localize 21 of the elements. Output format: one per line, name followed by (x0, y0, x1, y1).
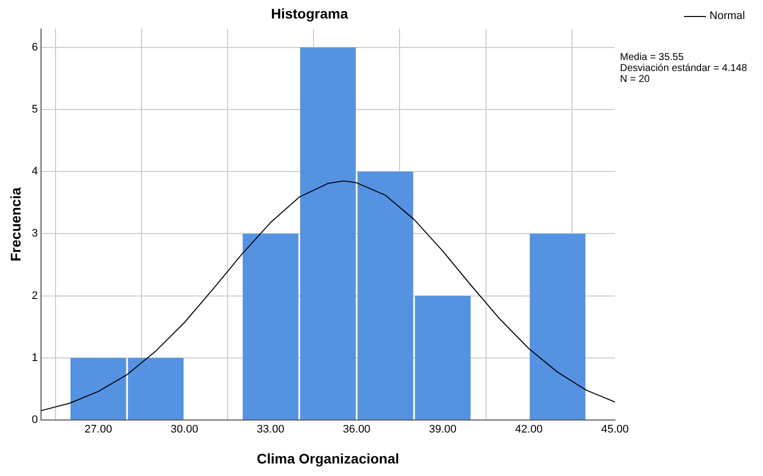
x-tick-label: 30.00 (170, 424, 198, 436)
y-axis-title: Frecuencia (7, 187, 24, 262)
x-tick-label: 42.00 (515, 424, 543, 436)
y-tick-label: 0 (32, 414, 38, 426)
y-tick-label: 1 (32, 352, 38, 364)
text: N = 20 (620, 74, 651, 85)
x-axis-title: Clima Organizacional (256, 450, 400, 466)
chart-title: Histograma (270, 5, 348, 22)
x-tick-label: 36.00 (342, 424, 370, 436)
y-tick-label: 4 (32, 166, 38, 178)
x-tick-label: 39.00 (429, 424, 457, 436)
x-tick-label: 45.00 (601, 424, 629, 436)
y-tick-label: 6 (32, 41, 38, 54)
y-tick-label: 3 (32, 228, 38, 240)
x-tick-label: 33.00 (256, 424, 284, 436)
y-tick-label: 2 (32, 290, 38, 302)
x-tick-label: 27.00 (84, 424, 112, 436)
text: Media = 35.55 (620, 52, 685, 63)
legend-label: Normal (710, 10, 745, 22)
text: Desviación estándar = 4.148 (620, 63, 748, 74)
y-tick-label: 5 (32, 104, 38, 116)
